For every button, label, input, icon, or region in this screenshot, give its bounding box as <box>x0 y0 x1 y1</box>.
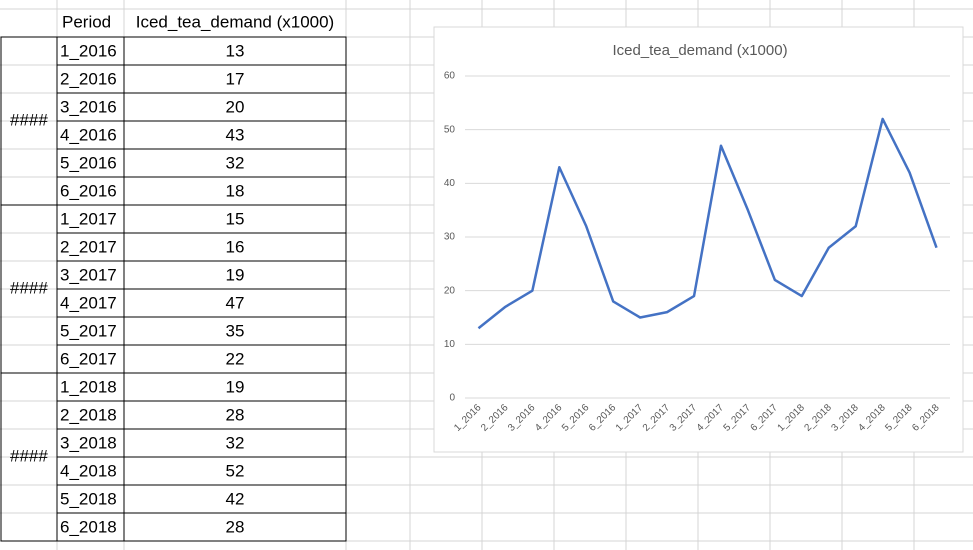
period-cell: 1_2017 <box>60 209 117 228</box>
value-cell: 18 <box>226 181 245 200</box>
data-table: Period Iced_tea_demand (x1000) #### 1_2016 1… <box>0 12 347 542</box>
y-tick-label: 30 <box>444 232 456 243</box>
period-cell: 3_2018 <box>60 433 117 452</box>
data-line <box>477 117 938 330</box>
group-label: #### <box>10 110 48 129</box>
period-cell: 6_2017 <box>60 349 117 368</box>
period-cell: 5_2016 <box>60 153 117 172</box>
value-cell: 28 <box>226 405 245 424</box>
period-cell: 2_2016 <box>60 69 117 88</box>
value-cell: 19 <box>226 265 245 284</box>
value-cell: 42 <box>226 489 245 508</box>
value-cell: 20 <box>226 97 245 116</box>
value-cell: 32 <box>226 433 245 452</box>
y-tick-label: 0 <box>449 393 455 404</box>
chart-area[interactable] <box>433 26 964 453</box>
period-cell: 4_2017 <box>60 293 117 312</box>
value-cell: 35 <box>226 321 245 340</box>
column-header: Period <box>62 12 111 31</box>
value-cell: 16 <box>226 237 245 256</box>
value-cell: 17 <box>226 69 245 88</box>
value-cell: 15 <box>226 209 245 228</box>
column-header: Iced_tea_demand (x1000) <box>136 12 334 31</box>
period-cell: 1_2018 <box>60 377 117 396</box>
period-cell: 2_2018 <box>60 405 117 424</box>
period-cell: 3_2016 <box>60 97 117 116</box>
value-cell: 43 <box>226 125 245 144</box>
value-cell: 47 <box>226 293 245 312</box>
value-cell: 28 <box>226 517 245 536</box>
y-tick-label: 20 <box>444 285 456 296</box>
y-tick-label: 40 <box>444 178 456 189</box>
period-cell: 6_2016 <box>60 181 117 200</box>
cell-border <box>123 512 347 542</box>
group-label: #### <box>10 278 48 297</box>
y-tick-label: 50 <box>444 124 456 135</box>
value-cell: 22 <box>226 349 245 368</box>
y-tick-label: 60 <box>444 71 456 82</box>
period-cell: 3_2017 <box>60 265 117 284</box>
value-cell: 52 <box>226 461 245 480</box>
period-cell: 4_2018 <box>60 461 117 480</box>
period-cell: 5_2017 <box>60 321 117 340</box>
value-cell: 32 <box>226 153 245 172</box>
value-cell: 19 <box>226 377 245 396</box>
period-cell: 1_2016 <box>60 41 117 60</box>
period-cell: 4_2016 <box>60 125 117 144</box>
group-label: #### <box>10 446 48 465</box>
value-cell: 13 <box>226 41 245 60</box>
period-cell: 5_2018 <box>60 489 117 508</box>
period-cell: 6_2018 <box>60 517 117 536</box>
y-tick-label: 10 <box>444 339 456 350</box>
period-cell: 2_2017 <box>60 237 117 256</box>
chart-title: Iced_tea_demand (x1000) <box>612 42 787 59</box>
